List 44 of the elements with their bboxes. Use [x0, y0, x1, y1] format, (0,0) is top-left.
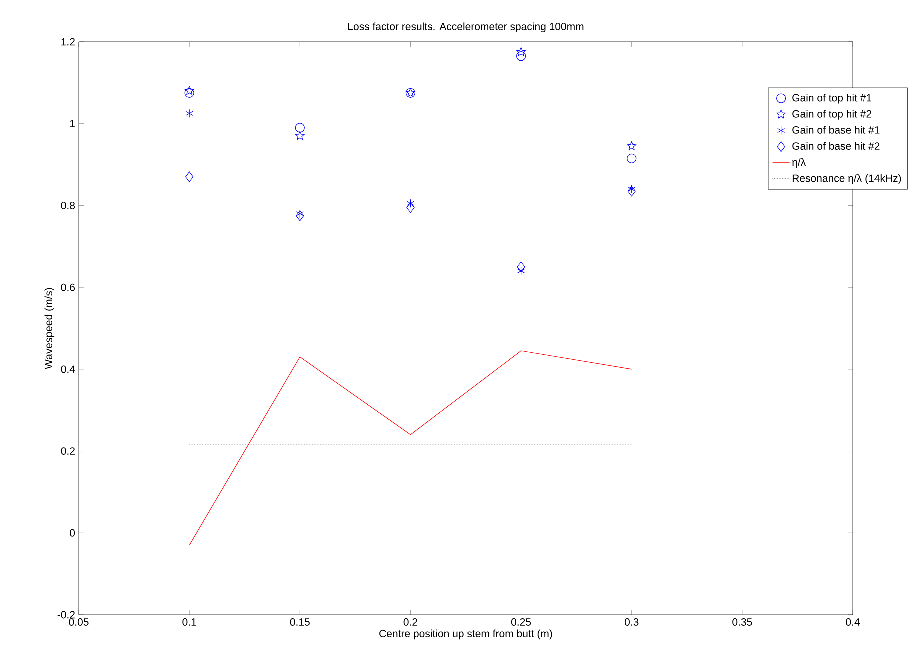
x-tick-label: 0.3 — [624, 618, 639, 626]
legend-label: Resonance η/λ (14kHz) — [792, 174, 902, 184]
point — [296, 210, 304, 222]
legend-label: Gain of top hit #1 — [792, 94, 872, 104]
point — [406, 202, 415, 214]
point — [627, 142, 636, 150]
y-axis-title: Wavespeed (m/s) — [44, 288, 55, 370]
y-tick-label: 1.2 — [62, 38, 75, 46]
point — [517, 262, 526, 272]
legend-label: Gain of base hit #2 — [792, 142, 880, 150]
y-tick-label: -0.2 — [58, 611, 75, 619]
point — [296, 131, 305, 140]
y-tick-label: 1 — [70, 120, 75, 128]
y-tick-label: 0.6 — [61, 284, 76, 292]
x-tick-label: 0.05 — [69, 618, 89, 626]
point — [518, 266, 526, 276]
x-tick-label: 0.4 — [846, 618, 860, 626]
legend-label: η/λ — [792, 158, 806, 168]
legend-label: Gain of base hit #1 — [792, 126, 880, 134]
point — [184, 88, 194, 98]
point — [628, 185, 636, 194]
line-series — [189, 350, 632, 546]
y-tick-label: 0.4 — [61, 366, 76, 374]
legend-label: Gain of top hit #2 — [792, 110, 872, 120]
point — [186, 109, 194, 118]
point — [295, 123, 305, 133]
point — [628, 186, 636, 197]
x-tick-label: 0.1 — [182, 618, 196, 626]
chart-title: Loss factor results. Accelerometer spacing 100mm — [348, 22, 584, 32]
x-tick-label: 0.15 — [290, 618, 310, 626]
x-tick-label: 0.35 — [732, 618, 752, 626]
point — [184, 86, 194, 96]
x-axis-title: Centre position up stem from butt (m) — [380, 630, 552, 640]
point — [406, 199, 414, 208]
point — [296, 210, 304, 218]
y-tick-label: 0.2 — [61, 448, 75, 456]
point — [516, 47, 526, 56]
point — [627, 154, 637, 164]
x-tick-label: 0.2 — [404, 618, 418, 626]
point — [186, 172, 194, 182]
y-tick-label: 0 — [70, 529, 76, 537]
x-tick-label: 0.25 — [511, 618, 532, 626]
point — [516, 52, 526, 62]
y-tick-label: 0.8 — [61, 202, 76, 210]
